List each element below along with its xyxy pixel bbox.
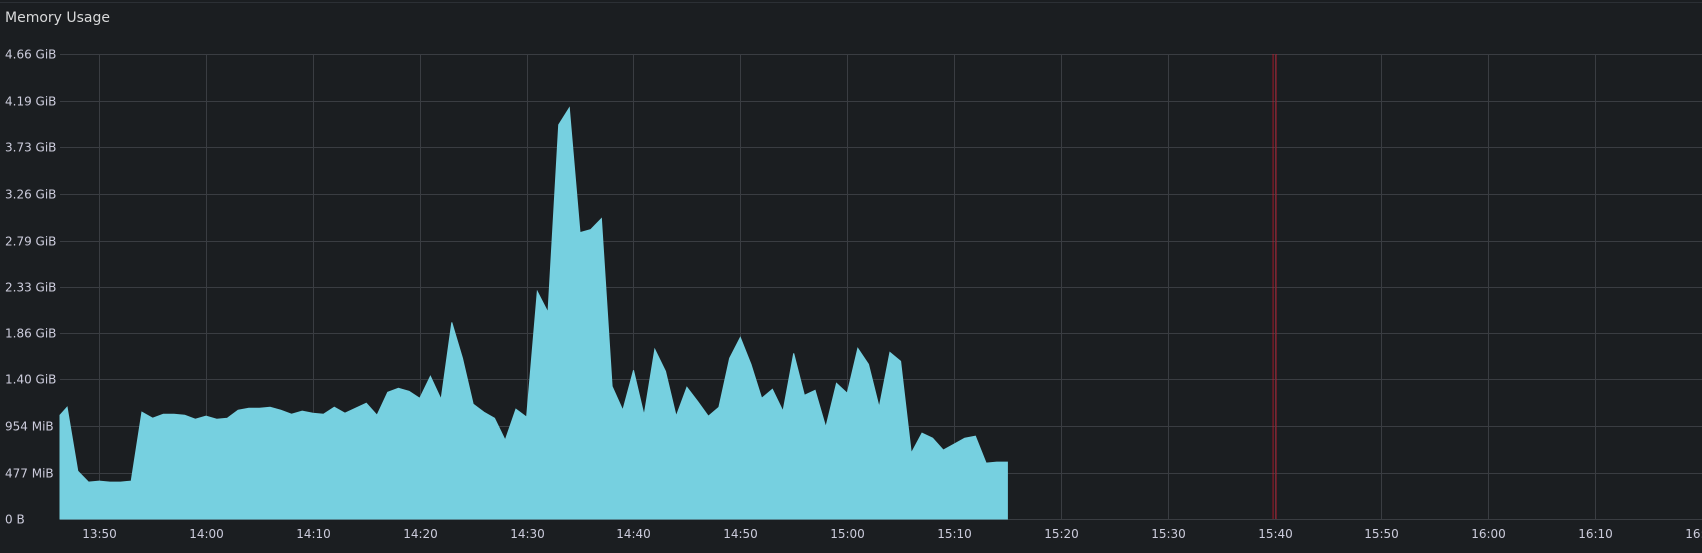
y-tick-label: 2.79 GiB [5, 235, 56, 249]
y-tick-label: 954 MiB [5, 420, 54, 434]
y-tick-label: 3.73 GiB [5, 141, 56, 155]
x-tick-label: 14:10 [296, 527, 331, 541]
x-tick-label: 16:20 [1685, 527, 1702, 541]
x-tick-label: 14:40 [616, 527, 651, 541]
x-tick-label: 15:30 [1151, 527, 1186, 541]
y-tick-label: 2.33 GiB [5, 281, 56, 295]
x-axis-labels: 13:50 14:00 14:10 14:20 14:30 14:40 14:50 15:00… [82, 527, 1702, 541]
x-tick-label: 16:10 [1578, 527, 1613, 541]
x-tick-label: 14:00 [189, 527, 224, 541]
x-tick-label: 15:00 [830, 527, 865, 541]
x-tick-label: 15:50 [1364, 527, 1399, 541]
x-tick-label: 14:20 [403, 527, 438, 541]
grid-layer [60, 54, 1702, 520]
x-tick-label: 15:20 [1044, 527, 1079, 541]
x-tick-label: 16:00 [1471, 527, 1506, 541]
y-tick-label: 1.40 GiB [5, 373, 56, 387]
marker-layer [1272, 54, 1277, 519]
x-tick-label: 14:30 [510, 527, 545, 541]
x-tick-label: 14:50 [723, 527, 758, 541]
series-layer [59, 106, 1008, 520]
y-tick-label: 0 B [5, 513, 25, 527]
y-tick-label: 4.19 GiB [5, 95, 56, 109]
memory-area-series[interactable] [59, 106, 1008, 520]
panel-top-border [0, 2, 1702, 3]
y-tick-label: 477 MiB [5, 467, 54, 481]
x-tick-label: 15:40 [1258, 527, 1293, 541]
y-axis-labels: 0 B 477 MiB 954 MiB 1.40 GiB 1.86 GiB 2.33 Gi… [5, 48, 56, 527]
y-tick-label: 4.66 GiB [5, 48, 56, 62]
x-tick-label: 13:50 [82, 527, 117, 541]
x-tick-label: 15:10 [937, 527, 972, 541]
y-tick-label: 1.86 GiB [5, 327, 56, 341]
y-tick-label: 3.26 GiB [5, 188, 56, 202]
panel-title[interactable]: Memory Usage [5, 10, 111, 26]
